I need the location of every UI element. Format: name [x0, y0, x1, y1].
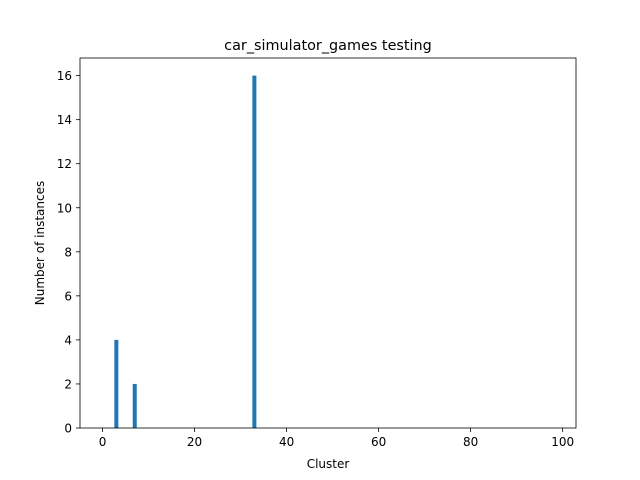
plot-frame: [79, 57, 577, 429]
x-tick-label: 80: [463, 435, 478, 449]
x-axis-label: Cluster: [307, 457, 350, 471]
plot-area: 0 20 40 60 80 100 0 2 4 6 8 10 12 14 16: [57, 57, 577, 449]
x-tick-label: 60: [371, 435, 386, 449]
y-tick-label: 2: [64, 377, 72, 391]
bar-cluster-7: [132, 383, 137, 428]
y-tick-label: 6: [64, 289, 72, 303]
y-tick-label: 4: [64, 333, 72, 347]
y-tick-label: 10: [57, 201, 72, 215]
y-tick-label: 16: [57, 69, 72, 83]
y-axis-label: Number of instances: [33, 181, 47, 306]
x-axis-ticks: 0 20 40 60 80 100: [99, 428, 574, 449]
x-tick-label: 100: [551, 435, 574, 449]
x-tick-label: 40: [279, 435, 294, 449]
y-axis-ticks: 0 2 4 6 8 10 12 14 16: [57, 69, 80, 436]
bar-cluster-3: [114, 339, 119, 428]
y-tick-label: 0: [64, 422, 72, 436]
x-tick-label: 0: [99, 435, 107, 449]
y-tick-label: 14: [57, 113, 72, 127]
bar-cluster-33: [252, 75, 257, 429]
y-tick-label: 8: [64, 245, 72, 259]
chart-title: car_simulator_games testing: [224, 38, 432, 54]
bars: [114, 75, 257, 429]
x-tick-label: 20: [187, 435, 202, 449]
y-tick-label: 12: [57, 157, 72, 171]
